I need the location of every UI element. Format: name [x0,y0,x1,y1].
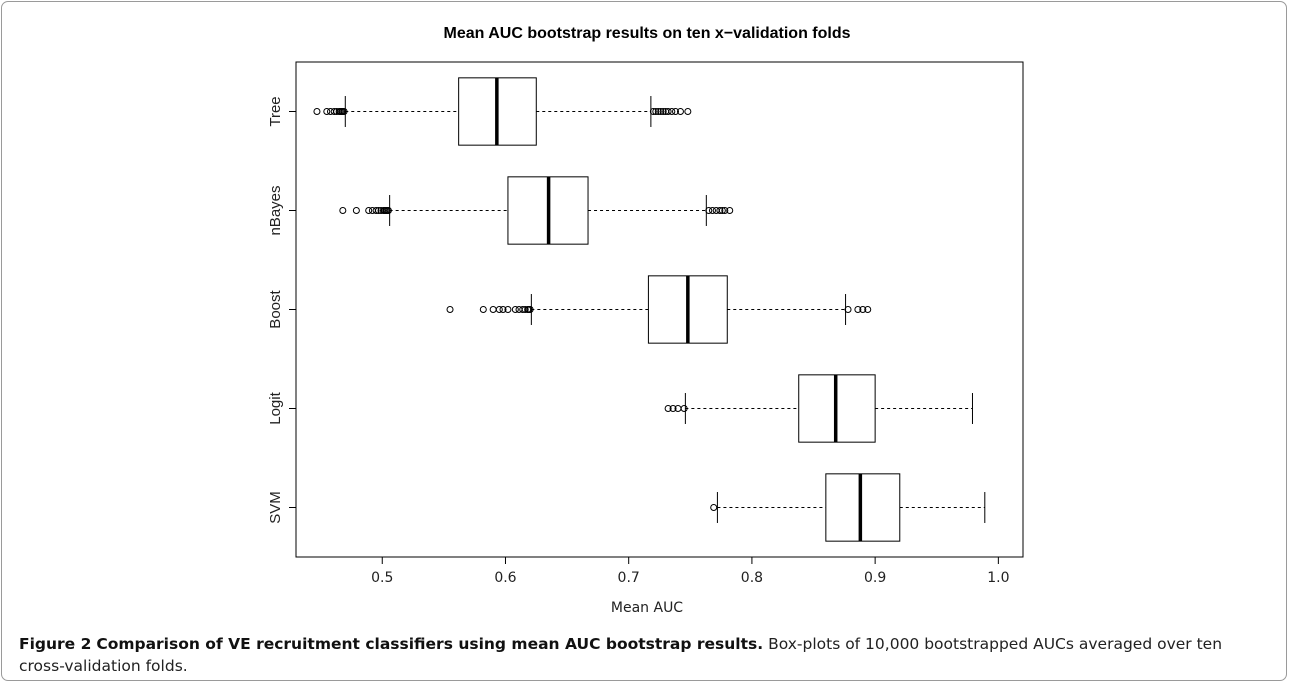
outlier-point-tree [676,108,684,115]
outlier-point-tree [664,108,672,115]
box-boost [446,275,872,344]
x-tick-label: 0.9 [864,570,886,586]
box-tree [313,77,692,146]
outlier-point-tree [652,108,660,115]
outlier-point-nbayes [708,207,716,214]
x-tick-label: 0.7 [618,570,640,586]
outlier-point-nbayes [705,207,713,214]
outlier-point-nbayes [384,207,392,214]
outlier-point-svm [710,504,718,511]
y-axis: Tree nBayes Boost Logit SVM [267,96,296,524]
outlier-point-tree [684,108,692,115]
y-tick-label-nbayes: nBayes [267,185,284,235]
outlier-point-tree [668,108,676,115]
outlier-point-boost [844,306,852,313]
outlier-point-tree [649,108,657,115]
x-tick-label: 0.8 [741,570,763,586]
outlier-point-nbayes [726,207,734,214]
chart-title: Mean AUC bootstrap results on ten x−vali… [443,25,850,42]
x-tick-label: 0.5 [371,570,393,586]
box-nbayes [339,176,734,245]
outlier-point-logit [680,405,688,412]
outlier-point-tree [654,108,662,115]
figure-caption: Figure 2 Comparison of VE recruitment cl… [19,633,1269,677]
outlier-point-nbayes [721,207,729,214]
outlier-point-nbayes [372,207,380,214]
box-svm [710,473,986,542]
outlier-point-boost [504,306,512,313]
y-tick-label-boost: Boost [267,289,284,328]
x-axis-label: Mean AUC [611,600,683,616]
outlier-point-boost [521,306,529,313]
outlier-point-tree [340,108,348,115]
outlier-point-nbayes [716,207,724,214]
outlier-point-nbayes [339,207,347,214]
outlier-point-logit [664,405,672,412]
boxplot-chart: Mean AUC bootstrap results on ten x−vali… [267,25,1024,616]
outlier-point-boost [489,306,497,313]
outlier-point-nbayes [718,207,726,214]
caption-bold-title: Comparison of VE recruitment classifiers… [96,635,764,653]
outlier-point-logit [669,405,677,412]
outlier-point-boost [854,306,862,313]
box-logit [664,374,973,443]
iqr-box-svm [825,473,901,542]
outlier-point-boost [446,306,454,313]
y-tick-label-svm: SVM [267,491,284,524]
outlier-point-boost [859,306,867,313]
caption-text: Box-plots of 10,000 bootstrapped AUCs av… [19,635,1223,675]
outlier-point-boost [864,306,872,313]
outlier-point-boost [526,306,534,313]
y-tick-label-logit: Logit [267,391,284,424]
outlier-point-tree [323,108,331,115]
x-axis: 0.5 0.6 0.7 0.8 0.9 1.0 [371,557,1009,586]
outlier-point-tree [659,108,667,115]
outlier-point-boost [499,306,507,313]
outlier-point-nbayes [365,207,373,214]
outlier-point-tree [672,108,680,115]
x-tick-label: 1.0 [987,570,1009,586]
y-tick-label-tree: Tree [267,96,284,126]
outlier-point-boost [479,306,487,313]
outlier-point-tree [313,108,321,115]
plot-marks [313,77,986,542]
outlier-point-boost [511,306,519,313]
outlier-point-nbayes [352,207,360,214]
caption-label: Figure 2 [19,635,92,653]
outlier-point-tree [657,108,665,115]
x-tick-label: 0.6 [494,570,516,586]
outlier-point-boost [495,306,503,313]
